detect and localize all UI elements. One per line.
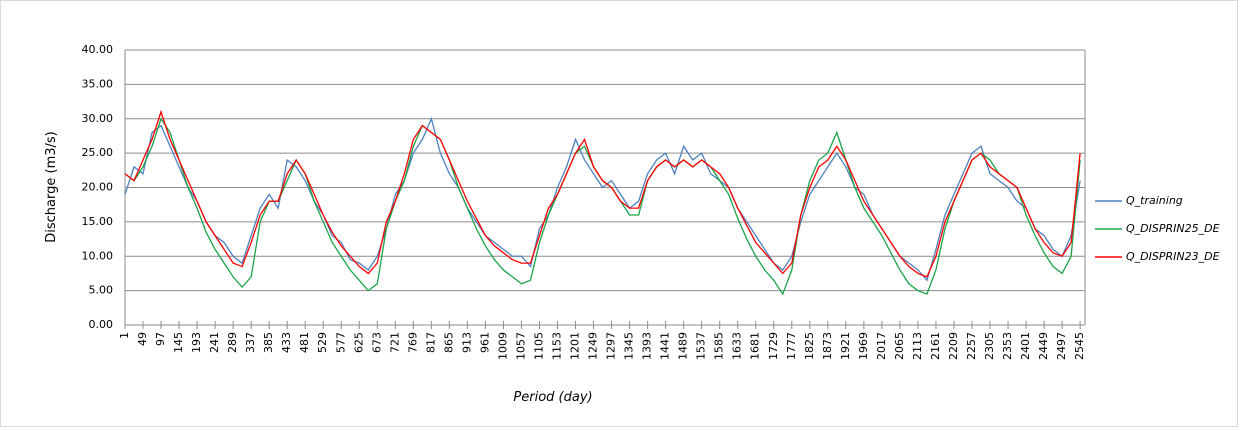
x-tick-label: 2257 [965,332,978,360]
y-tick-label: 20.00 [82,181,114,194]
x-tick-label: 2065 [893,332,906,360]
x-tick-label: 1777 [785,332,798,360]
x-tick-label: 481 [298,332,311,353]
x-tick-label: 2353 [1001,332,1014,360]
x-tick-label: 2497 [1055,332,1068,360]
x-tick-label: 817 [424,332,437,353]
x-tick-label: 1105 [532,332,545,360]
y-tick-label: 10.00 [82,249,114,262]
legend-label: Q_training [1126,194,1183,207]
x-tick-label: 289 [226,332,239,353]
x-tick-label: 2209 [947,332,960,360]
y-axis-label: Discharge (m3/s) [44,131,59,242]
y-tick-label: 35.00 [82,77,114,90]
x-tick-label: 913 [460,332,473,353]
x-tick-label: 1633 [731,332,744,360]
x-tick-label: 193 [190,332,203,353]
series-line [124,116,1081,282]
x-tick-label: 2113 [911,332,924,360]
x-tick-label: 2305 [983,332,996,360]
x-tick-label: 721 [388,332,401,353]
x-tick-label: 1681 [749,332,762,360]
x-tick-label: 1969 [857,332,870,360]
x-tick-label: 1345 [623,332,636,360]
x-tick-label: 1 [118,332,131,339]
x-tick-label: 337 [244,332,257,353]
x-tick-label: 1201 [569,332,582,360]
x-tick-label: 1921 [839,332,852,360]
x-tick-label: 1441 [659,332,672,360]
legend-label: Q_DISPRIN25_DE [1126,222,1220,235]
x-tick-label: 2545 [1073,332,1086,360]
y-tick-label: 40.00 [82,43,114,56]
x-tick-label: 1873 [821,332,834,360]
x-tick-label: 97 [154,332,167,346]
x-tick-label: 961 [478,332,491,353]
x-tick-label: 1585 [713,332,726,360]
x-tick-label: 529 [316,332,329,353]
x-tick-label: 433 [280,332,293,353]
x-tick-label: 769 [406,332,419,353]
x-tick-label: 49 [136,332,149,346]
y-tick-label: 30.00 [82,112,114,125]
x-tick-label: 241 [208,332,221,353]
x-tick-label: 145 [172,332,185,353]
x-tick-label: 2017 [875,332,888,360]
x-axis-label: Period (day) [513,390,592,405]
x-tick-label: 385 [262,332,275,353]
y-tick-label: 5.00 [89,284,114,297]
x-tick-label: 1009 [496,332,509,360]
legend-label: Q_DISPRIN23_DE [1126,250,1220,263]
x-tick-label: 1153 [551,332,564,360]
x-tick-label: 2449 [1037,332,1050,360]
x-tick-label: 673 [370,332,383,353]
x-tick-label: 577 [334,332,347,353]
x-tick-label: 1057 [514,332,527,360]
x-tick-label: 2161 [929,332,942,360]
y-tick-label: 15.00 [82,215,114,228]
y-tick-label: 0.00 [89,318,114,331]
x-tick-label: 1489 [677,332,690,360]
x-tick-label: 1537 [695,332,708,360]
x-tick-label: 1825 [803,332,816,360]
y-tick-label: 25.00 [82,146,114,159]
x-tick-label: 1393 [641,332,654,360]
x-tick-label: 1249 [587,332,600,360]
x-tick-label: 1297 [605,332,618,360]
series-line [124,109,1081,278]
x-tick-label: 2401 [1019,332,1032,360]
x-tick-label: 865 [442,332,455,353]
x-tick-label: 1729 [767,332,780,360]
x-tick-label: 625 [352,332,365,353]
